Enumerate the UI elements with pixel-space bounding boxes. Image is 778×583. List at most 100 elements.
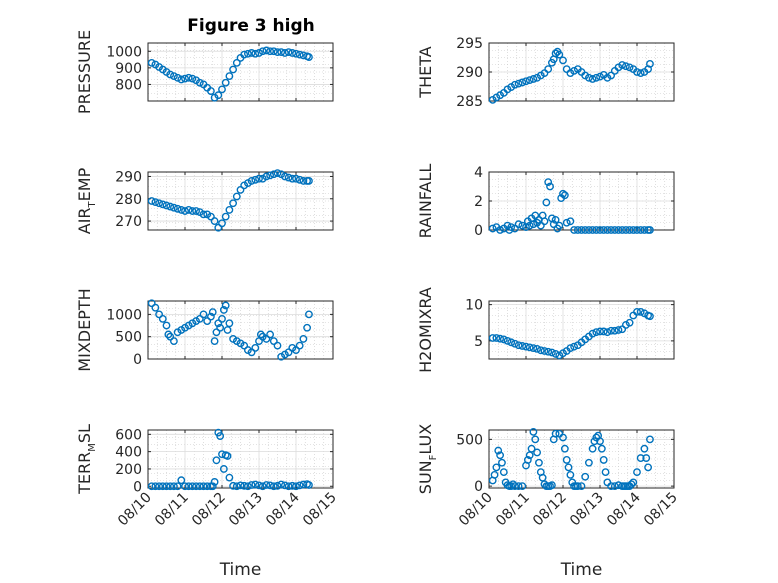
data-point [277, 48, 286, 57]
data-point [288, 174, 297, 183]
data-point [216, 323, 225, 332]
data-point [511, 482, 519, 491]
data-point [496, 334, 504, 343]
data-point [212, 456, 221, 465]
y-tick-label: 285 [456, 94, 483, 110]
data-point [525, 343, 534, 352]
data-point [255, 481, 263, 490]
data-point [292, 346, 300, 354]
data-point [488, 334, 497, 342]
data-point [295, 175, 304, 184]
data-point [533, 448, 541, 457]
data-point [592, 73, 601, 82]
data-point [592, 226, 601, 234]
data-point [208, 482, 217, 491]
data-point [151, 482, 160, 491]
data-point [169, 72, 178, 81]
data-point [225, 72, 234, 81]
data-point [240, 481, 249, 490]
data-point [166, 332, 175, 341]
subplot-2: 285 290 295 THETA [416, 36, 675, 110]
data-point [622, 226, 630, 234]
data-point [203, 317, 212, 325]
data-point [216, 432, 225, 440]
data-point [492, 463, 501, 472]
y-tick-label: 5 [474, 334, 483, 350]
data-point [597, 444, 606, 453]
data-point [247, 481, 256, 489]
data-point [625, 318, 634, 327]
data-point [599, 456, 608, 464]
y-tick-label: 500 [115, 330, 142, 346]
data-point [629, 226, 638, 234]
y-tick-label: 270 [115, 214, 142, 230]
data-point [523, 456, 532, 464]
data-point [188, 207, 197, 215]
data-point [269, 170, 278, 179]
y-tick-label: 295 [456, 36, 483, 52]
data-point [640, 444, 649, 453]
x-tick-label: 08/12 [189, 490, 229, 530]
y-axis-label: AIRTEMP [75, 167, 98, 234]
y-tick-label: 0 [474, 223, 483, 239]
data-point [636, 307, 645, 316]
data-point [585, 226, 593, 234]
data-point [514, 482, 523, 491]
data-point [273, 341, 282, 350]
data-point [548, 481, 556, 490]
data-point [221, 212, 230, 221]
data-point [559, 189, 567, 198]
y-axis-label: H2OMIXRA [416, 287, 435, 373]
data-point [221, 301, 230, 310]
data-point [507, 338, 516, 347]
data-point [535, 458, 543, 467]
data-point [158, 200, 167, 209]
data-point [646, 59, 654, 68]
data-point [218, 314, 226, 323]
data-point [618, 226, 627, 234]
data-point [540, 217, 549, 226]
data-point [266, 481, 274, 490]
data-point [219, 306, 228, 314]
y-axis-label: SUNFLUX [416, 424, 439, 494]
data-point [166, 202, 175, 211]
data-point [610, 482, 619, 491]
data-point [284, 482, 293, 491]
x-axis-label: Time [560, 560, 603, 580]
axes-box [488, 300, 675, 360]
data-point [162, 321, 171, 330]
data-point [570, 342, 578, 351]
data-point [564, 463, 573, 472]
data-point [492, 334, 501, 342]
data-point [266, 171, 274, 180]
subplot-3: 270 280 290 AIRTEMP [75, 167, 334, 234]
data-point [258, 482, 267, 491]
y-tick-label: 0 [474, 479, 483, 495]
data-point [173, 482, 182, 491]
data-point [206, 87, 215, 95]
data-point [188, 482, 197, 491]
data-point [566, 471, 575, 479]
data-point [551, 215, 560, 224]
data-point [262, 481, 271, 489]
data-point [544, 347, 553, 356]
data-point [229, 199, 238, 208]
data-point [236, 481, 245, 490]
data-point [601, 468, 610, 476]
data-point [577, 482, 586, 491]
y-axis-label: TERRMSL [75, 424, 98, 495]
data-point [288, 49, 297, 57]
data-point [607, 326, 615, 335]
data-point [596, 327, 604, 336]
y-axis-label: RAINFALL [416, 164, 435, 239]
data-point [206, 212, 215, 221]
data-point [522, 77, 530, 86]
data-point [181, 74, 189, 83]
data-point [240, 50, 249, 59]
data-point [269, 47, 278, 56]
data-point [256, 330, 265, 339]
data-point [273, 481, 282, 490]
data-point [514, 341, 523, 350]
data-point [214, 223, 223, 232]
